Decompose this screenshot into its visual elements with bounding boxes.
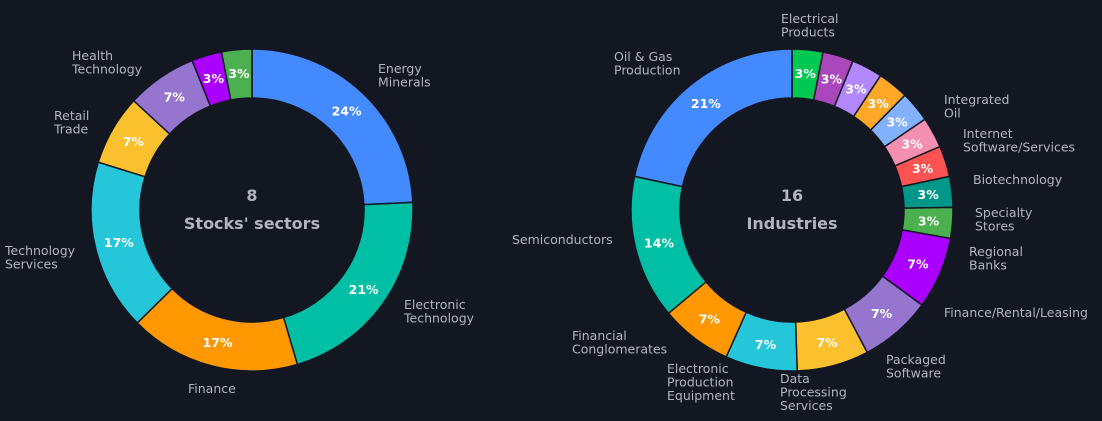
slice-percent-label: 3% bbox=[845, 81, 867, 96]
category-label-technology-services: Technology Services bbox=[4, 243, 76, 272]
category-label-financial-conglomerates: Financial Conglomerates bbox=[572, 328, 667, 357]
industries-donut-chart: 3% 3%3%3%3%3%3%3%3%7%7%7%7%7%14%21% Elect… bbox=[512, 11, 1088, 413]
donut-slice[interactable] bbox=[220, 48, 253, 101]
slice-percent-label: 3% bbox=[868, 96, 890, 111]
category-label-semiconductors: Semiconductors bbox=[512, 232, 613, 247]
slice-percent-label: 21% bbox=[691, 96, 721, 111]
category-label-retail-trade: Retail Trade bbox=[53, 108, 89, 137]
slice-percent-label: 3% bbox=[918, 214, 940, 229]
category-label-electrical-products: Electrical Products bbox=[781, 11, 838, 40]
slice-percent-label: 17% bbox=[203, 335, 233, 350]
category-label-electronic-technology: Electronic Technology bbox=[403, 297, 475, 326]
category-label-integrated-oil: Integrated Oil bbox=[944, 92, 1009, 121]
donut-slice[interactable] bbox=[136, 287, 299, 372]
slice-percent-label: 3% bbox=[886, 115, 908, 130]
category-label-electronic-production-equipment: Electronic Production Equipment bbox=[667, 361, 735, 403]
slice-percent-label: 14% bbox=[644, 235, 674, 250]
slice-percent-label: 17% bbox=[104, 235, 134, 250]
category-label-finance: Finance bbox=[188, 381, 236, 396]
slice-percent-label: 3% bbox=[203, 71, 225, 86]
category-label-specialty-stores: Specialty Stores bbox=[975, 205, 1033, 234]
slice-percent-label: 3% bbox=[901, 137, 923, 152]
slice-percent-label: 3% bbox=[228, 66, 250, 81]
slice-percent-label: 24% bbox=[332, 103, 362, 118]
category-label-biotechnology: Biotechnology bbox=[973, 172, 1063, 187]
industries-count: 16 bbox=[781, 186, 803, 205]
slice-percent-label: 21% bbox=[349, 282, 379, 297]
sectors-center-label: Stocks' sectors bbox=[184, 214, 320, 233]
category-label-internet-software-services: Internet Software/Services bbox=[963, 126, 1075, 155]
slice-percent-label: 3% bbox=[912, 161, 934, 176]
sectors-count: 8 bbox=[246, 186, 257, 205]
slice-percent-label: 3% bbox=[821, 71, 843, 86]
slice-percent-label: 7% bbox=[871, 306, 893, 321]
category-label-finance-rental-leasing: Finance/Rental/Leasing bbox=[944, 305, 1088, 320]
slice-percent-label: 7% bbox=[907, 256, 929, 271]
industries-center-label: Industries bbox=[746, 214, 837, 233]
slice-percent-label: 7% bbox=[816, 335, 838, 350]
category-label-energy-minerals: Energy Minerals bbox=[378, 61, 431, 90]
category-label-data-processing-services: Data Processing Services bbox=[780, 371, 847, 413]
donut-slice[interactable] bbox=[633, 48, 793, 188]
slice-percent-label: 3% bbox=[795, 66, 817, 81]
category-label-oil-gas-production: Oil & Gas Production bbox=[614, 49, 681, 78]
slice-percent-label: 7% bbox=[699, 312, 721, 327]
slice-percent-label: 7% bbox=[755, 337, 777, 352]
category-label-health-technology: Health Technology bbox=[71, 48, 143, 77]
slice-percent-label: 7% bbox=[123, 134, 145, 149]
sectors-donut-chart: 24% 21% 17% 17% 7% 7% 3% 3% Energy Minerals Elect… bbox=[4, 48, 475, 396]
slice-percent-label: 7% bbox=[164, 90, 186, 105]
slice-percent-label: 3% bbox=[918, 187, 940, 202]
category-label-packaged-software: Packaged Software bbox=[886, 352, 946, 381]
category-label-regional-banks: Regional Banks bbox=[969, 244, 1023, 273]
